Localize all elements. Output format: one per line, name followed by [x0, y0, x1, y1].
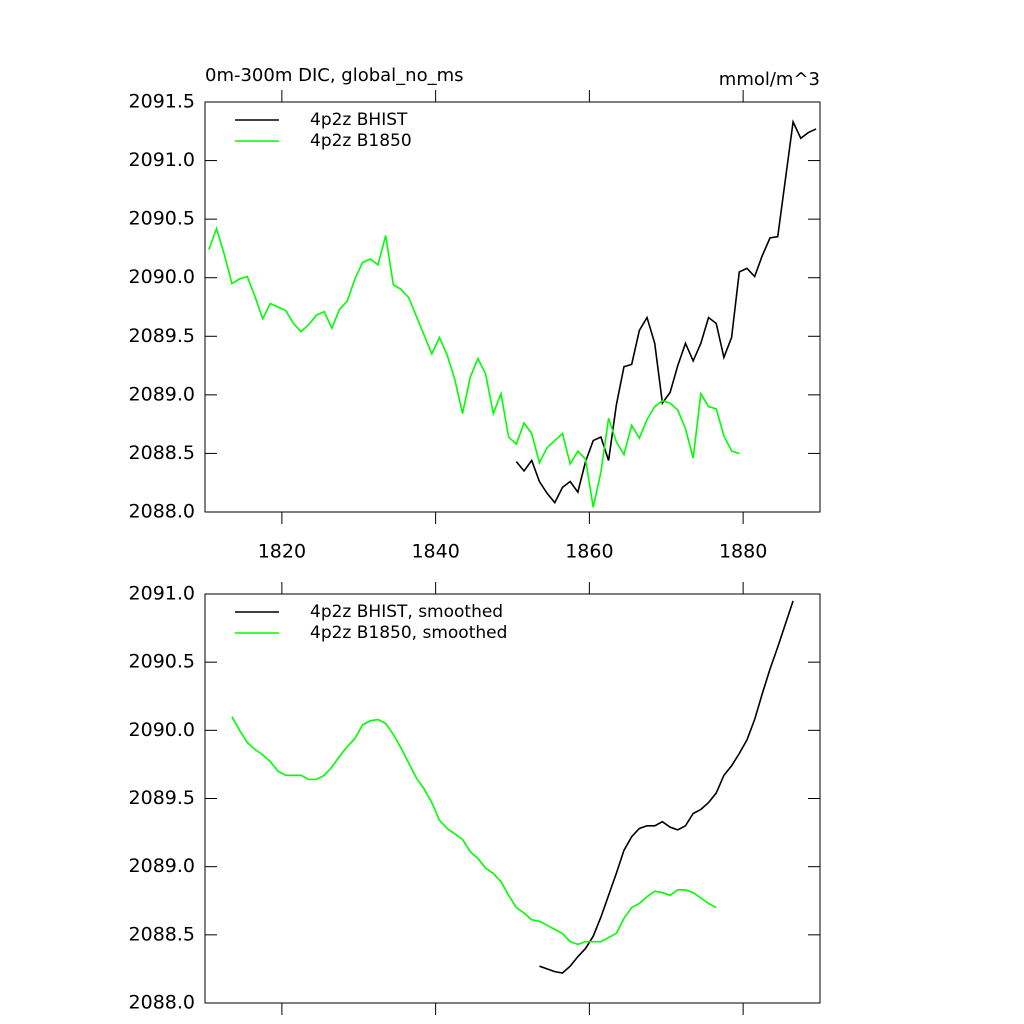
chart-title: 0m-300m DIC, global_no_ms — [205, 65, 464, 86]
y-tick-label: 2088.5 — [129, 923, 195, 945]
y-tick-label: 2091.0 — [129, 149, 195, 171]
y-tick-label: 2088.0 — [129, 501, 195, 523]
data-line — [231, 716, 717, 946]
plot-frame — [204, 101, 821, 513]
x-tick-label: 1820 — [258, 541, 306, 563]
y-tick-label: 2088.5 — [129, 442, 195, 464]
legend-label: 4p2z B1850 — [310, 131, 412, 151]
legend-label: 4p2z BHIST, smoothed — [310, 602, 503, 622]
y-tick-label: 2091.5 — [129, 91, 195, 113]
x-tick-label: 1840 — [411, 541, 459, 563]
data-line — [539, 600, 794, 974]
x-tick-label: 1880 — [719, 541, 767, 563]
y-tick-label: 2089.0 — [129, 855, 195, 877]
y-tick-label: 2088.0 — [129, 992, 195, 1014]
y-tick-label: 2089.5 — [129, 325, 195, 347]
units-label: mmol/m^3 — [719, 69, 820, 90]
legend-label: 4p2z B1850, smoothed — [310, 623, 507, 643]
legend-label: 4p2z BHIST — [310, 110, 408, 130]
data-line — [208, 225, 740, 508]
y-tick-label: 2090.0 — [129, 719, 195, 741]
y-tick-label: 2090.0 — [129, 266, 195, 288]
y-tick-label: 2089.0 — [129, 383, 195, 405]
y-tick-label: 2090.5 — [129, 208, 195, 230]
y-tick-label: 2090.5 — [129, 651, 195, 673]
data-line — [515, 119, 817, 505]
y-tick-label: 2089.5 — [129, 787, 195, 809]
x-tick-label: 1860 — [565, 541, 613, 563]
plot-frame — [204, 593, 821, 1004]
y-tick-label: 2091.0 — [129, 583, 195, 605]
